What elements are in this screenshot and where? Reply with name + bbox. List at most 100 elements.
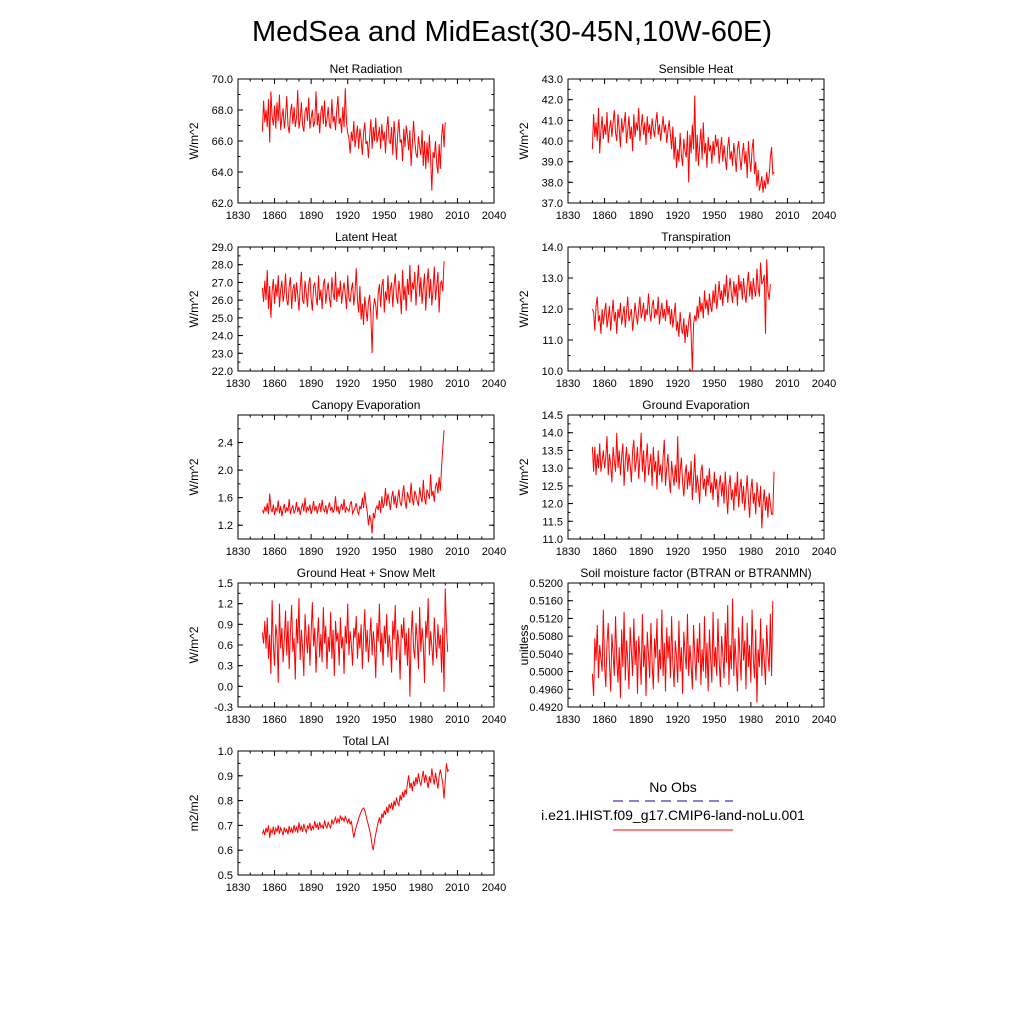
x-tick-label: 1860	[262, 546, 286, 558]
chart-panel-1: Net Radiation W/m^2 1830 1860 1890 1920 1950 19…	[187, 62, 506, 222]
y-axis-label: W/m^2	[187, 290, 201, 327]
y-tick-label: 13.5	[542, 445, 563, 457]
x-tick-label: 1920	[665, 546, 689, 558]
x-tick-label: 1980	[409, 210, 433, 222]
series-line	[591, 95, 775, 193]
y-axis-label: m2/m2	[187, 794, 201, 831]
x-tick-label: 1920	[335, 378, 359, 390]
x-tick-label: 1830	[226, 882, 250, 894]
x-tick-label: 1950	[702, 210, 726, 222]
y-tick-label: 0.7	[218, 820, 233, 832]
x-tick-label: 1830	[556, 546, 580, 558]
x-tick-label: 1890	[629, 714, 653, 726]
x-tick-label: 2040	[812, 210, 836, 222]
x-tick-label: 1860	[592, 210, 616, 222]
x-tick-label: 1890	[299, 882, 323, 894]
x-tick-label: 2010	[775, 546, 799, 558]
y-tick-label: 0.5160	[529, 596, 563, 608]
y-tick-label: 12.0	[542, 499, 563, 511]
series-line	[591, 598, 774, 703]
x-tick-label: 1830	[226, 714, 250, 726]
x-tick-label: 1950	[702, 378, 726, 390]
y-tick-label: 0.4920	[529, 702, 563, 714]
x-tick-label: 2010	[775, 378, 799, 390]
x-tick-label: 2010	[445, 210, 469, 222]
y-axis-label: W/m^2	[187, 458, 201, 495]
x-tick-label: 1830	[226, 378, 250, 390]
y-tick-label: 66.0	[212, 136, 233, 148]
x-tick-label: 1860	[262, 882, 286, 894]
x-tick-label: 2040	[482, 882, 506, 894]
y-tick-label: 25.0	[212, 313, 233, 325]
chart-panel-4: Transpiration W/m^2 1830 1860 1890 1920 1950 19…	[517, 230, 836, 390]
x-tick-label: 1920	[335, 882, 359, 894]
y-tick-label: 26.0	[212, 295, 233, 307]
y-tick-label: 0.5	[218, 870, 233, 882]
y-tick-label: 12.5	[542, 481, 563, 493]
panel-title: Sensible Heat	[659, 62, 734, 76]
y-tick-label: 0.5120	[529, 613, 563, 625]
x-tick-label: 1830	[556, 714, 580, 726]
chart-panel-7: Ground Heat + Snow Melt W/m^2 1830 1860 1890…	[187, 566, 506, 726]
x-tick-label: 1920	[335, 714, 359, 726]
plot-frame	[567, 582, 825, 708]
series-line	[261, 430, 445, 534]
x-tick-label: 1920	[335, 210, 359, 222]
figure-title: MedSea and MidEast(30-45N,10W-60E)	[252, 16, 772, 48]
x-tick-label: 2010	[445, 714, 469, 726]
x-tick-label: 1950	[702, 546, 726, 558]
y-tick-label: 11.5	[542, 516, 563, 528]
x-tick-label: 1830	[556, 378, 580, 390]
y-tick-label: -0.3	[214, 702, 233, 714]
x-tick-label: 1980	[739, 546, 763, 558]
panel-title: Net Radiation	[330, 62, 403, 76]
x-tick-label: 2010	[445, 546, 469, 558]
panel-title: Ground Heat + Snow Melt	[297, 566, 436, 580]
x-tick-label: 1890	[629, 546, 653, 558]
y-tick-label: 37.0	[542, 198, 563, 210]
y-tick-label: 62.0	[212, 198, 233, 210]
x-tick-label: 1920	[665, 714, 689, 726]
series-line	[261, 261, 445, 354]
x-tick-label: 1980	[409, 378, 433, 390]
y-tick-label: 22.0	[212, 366, 233, 378]
x-tick-label: 1980	[409, 882, 433, 894]
y-tick-label: 43.0	[542, 74, 563, 86]
series-line	[261, 588, 449, 697]
x-tick-label: 2010	[775, 210, 799, 222]
y-tick-label: 1.5	[218, 578, 233, 590]
y-tick-label: 13.0	[542, 463, 563, 475]
y-tick-label: 14.0	[542, 428, 563, 440]
x-tick-label: 1890	[299, 210, 323, 222]
y-axis-label: W/m^2	[187, 626, 201, 663]
y-axis-label: W/m^2	[187, 122, 201, 159]
y-tick-label: 0.9	[218, 619, 233, 631]
x-tick-label: 1890	[299, 714, 323, 726]
x-tick-label: 1890	[299, 378, 323, 390]
x-tick-label: 1830	[226, 210, 250, 222]
x-tick-label: 1860	[262, 714, 286, 726]
y-tick-label: 39.0	[542, 157, 563, 169]
y-tick-label: 11.0	[542, 534, 563, 546]
x-tick-label: 1950	[372, 210, 396, 222]
x-tick-label: 1950	[372, 882, 396, 894]
x-tick-label: 1980	[739, 714, 763, 726]
y-tick-label: 41.0	[542, 115, 563, 127]
panel-title: Ground Evaporation	[642, 398, 749, 412]
x-tick-label: 1980	[409, 714, 433, 726]
plot-frame	[237, 414, 495, 540]
y-tick-label: 24.0	[212, 331, 233, 343]
x-tick-label: 2040	[482, 378, 506, 390]
x-tick-label: 1860	[592, 714, 616, 726]
chart-panel-2: Sensible Heat W/m^2 1830 1860 1890 1920 1950 19…	[517, 62, 836, 222]
x-tick-label: 1950	[372, 546, 396, 558]
chart-panel-8: Soil moisture factor (BTRAN or BTRANMN) u…	[517, 566, 836, 726]
x-tick-label: 2040	[812, 714, 836, 726]
y-tick-label: 70.0	[212, 74, 233, 86]
y-tick-label: 0.5040	[529, 649, 563, 661]
y-tick-label: 40.0	[542, 136, 563, 148]
x-tick-label: 2010	[445, 378, 469, 390]
y-tick-label: 0.3	[218, 661, 233, 673]
legend: No Obs i.e21.IHIST.f09_g17.CMIP6-land-no…	[541, 779, 805, 831]
y-tick-label: 23.0	[212, 348, 233, 360]
